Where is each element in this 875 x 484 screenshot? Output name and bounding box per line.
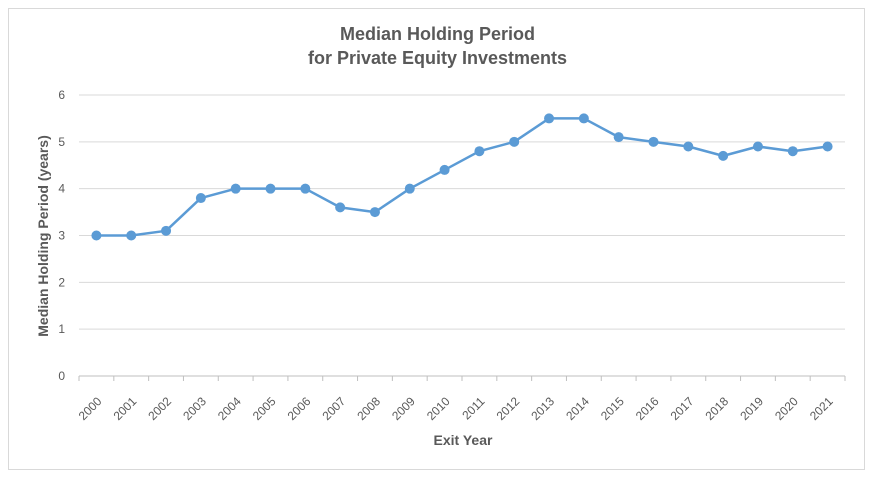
- y-tick-label: 5: [58, 135, 65, 149]
- x-tick-label: 2020: [772, 394, 801, 423]
- data-point-2012: [509, 136, 520, 147]
- data-point-2010: [439, 164, 450, 175]
- chart-title: Median Holding Period: [339, 24, 535, 44]
- data-point-2007: [335, 202, 346, 213]
- x-tick-label: 2003: [180, 394, 209, 423]
- data-point-2001: [126, 230, 137, 241]
- y-tick-label: 6: [58, 88, 65, 102]
- data-point-2003: [195, 193, 206, 204]
- y-axis-title: Median Holding Period (years): [35, 135, 51, 336]
- x-tick-label: 2016: [633, 394, 662, 423]
- x-tick-label: 2009: [389, 394, 418, 423]
- data-point-2005: [265, 183, 276, 194]
- data-point-2008: [369, 207, 380, 218]
- chart-frame: [8, 8, 865, 470]
- data-point-2021: [822, 141, 833, 152]
- data-point-2019: [752, 141, 763, 152]
- data-point-2000: [91, 230, 102, 241]
- y-tick-labels: 0 1 2 3 4 5 6: [58, 88, 65, 383]
- x-tick-label: 2010: [424, 394, 453, 423]
- series-layer: [91, 113, 833, 241]
- y-tick-label: 1: [58, 322, 65, 336]
- x-tick-label: 2018: [702, 394, 731, 423]
- data-point-2014: [578, 113, 589, 124]
- data-point-2015: [613, 132, 624, 143]
- x-tick-label: 2001: [111, 394, 140, 423]
- data-point-2013: [544, 113, 555, 124]
- x-tick-label: 2000: [76, 394, 105, 423]
- x-tick-label: 2011: [459, 394, 487, 422]
- x-tick-label: 2017: [668, 394, 697, 423]
- x-tick-label: 2021: [807, 394, 836, 423]
- chart-subtitle: for Private Equity Investments: [307, 48, 568, 68]
- x-tick-label: 2007: [319, 394, 348, 423]
- data-point-2011: [474, 146, 485, 157]
- data-point-2002: [161, 225, 172, 236]
- y-tick-label: 2: [58, 275, 65, 289]
- x-tick-label: 2004: [215, 394, 244, 423]
- y-tick-label: 0: [58, 369, 65, 383]
- data-point-2009: [404, 183, 415, 194]
- x-tick-label: 2002: [145, 394, 174, 423]
- data-point-2020: [787, 146, 798, 157]
- x-tick-label: 2019: [737, 394, 766, 423]
- data-point-2018: [718, 150, 729, 161]
- data-point-2006: [300, 183, 311, 194]
- x-tick-label: 2005: [250, 394, 279, 423]
- data-point-2004: [230, 183, 241, 194]
- x-tick-label: 2015: [598, 394, 627, 423]
- grid-lines: [78, 94, 846, 381]
- x-tick-label: 2006: [285, 394, 314, 423]
- data-point-2017: [683, 141, 694, 152]
- y-tick-label: 3: [58, 229, 65, 243]
- x-tick-label: 2008: [354, 394, 383, 423]
- data-point-2016: [648, 136, 659, 147]
- x-tick-label: 2013: [528, 394, 557, 423]
- x-axis-title: Exit Year: [434, 432, 493, 448]
- x-tick-label: 2012: [494, 394, 523, 423]
- y-tick-label: 4: [58, 182, 65, 196]
- series-line: [96, 117, 828, 237]
- x-tick-labels: 2000 2001 2002 2003 2004 2005 2006 2007 2008 2009…: [76, 394, 836, 423]
- x-tick-label: 2014: [563, 394, 592, 423]
